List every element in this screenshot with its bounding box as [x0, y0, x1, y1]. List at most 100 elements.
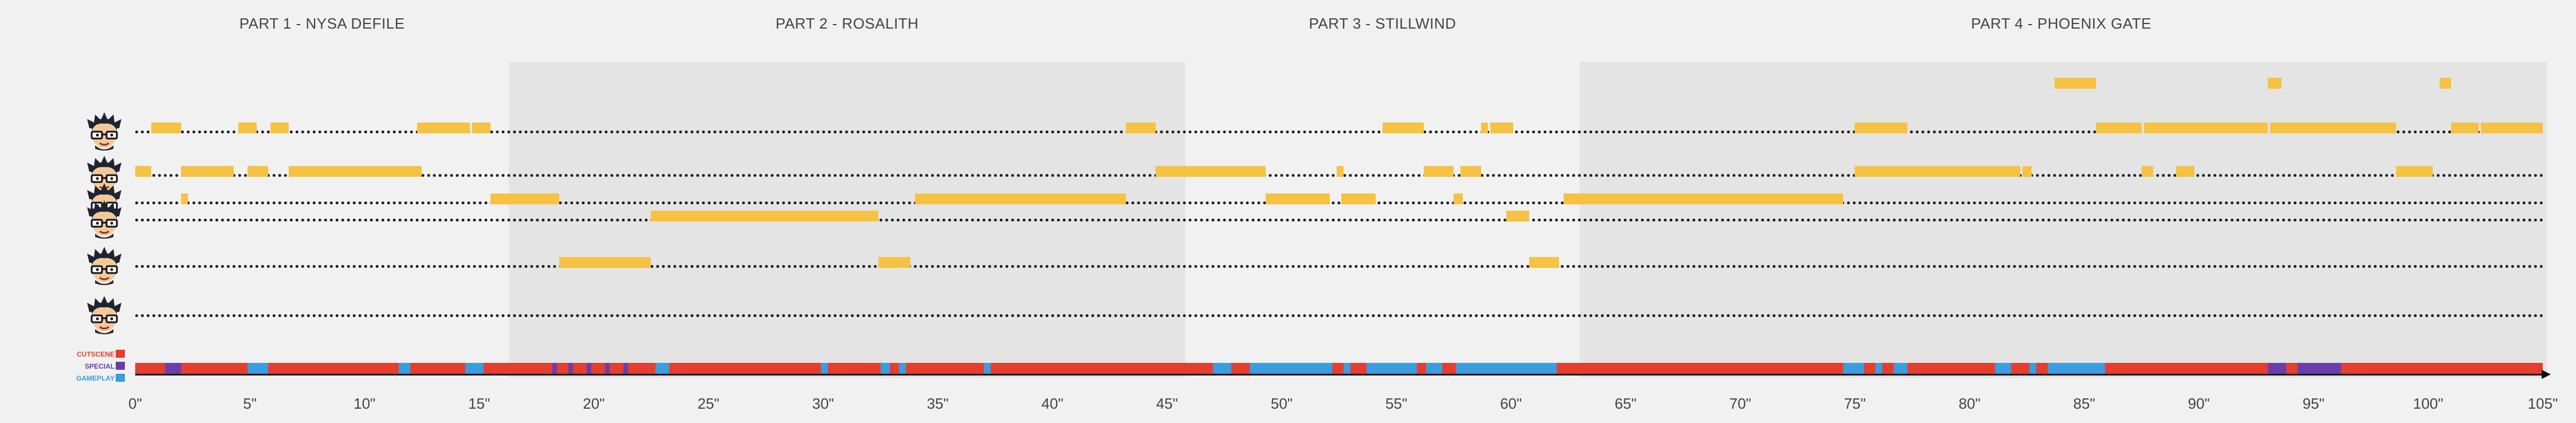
scene-bar: [2054, 77, 2096, 89]
strip-segment-gameplay: [1426, 363, 1443, 375]
strip-segment-gameplay: [1344, 363, 1350, 375]
axis-tick-label: 105": [2527, 395, 2558, 412]
strip-segment-special: [2267, 363, 2286, 375]
axis-tick-label: 40": [1041, 395, 1063, 412]
strip-segment-gameplay: [655, 363, 670, 375]
axis-tick-label: 60": [1500, 395, 1522, 412]
part-title: PART 4 - PHOENIX GATE: [1971, 15, 2152, 32]
part-title: PART 2 - ROSALITH: [775, 15, 919, 32]
track-line: [135, 131, 2545, 133]
axis-tick-label: 35": [926, 395, 949, 412]
strip-segment-gameplay: [898, 363, 906, 375]
scene-bar: [417, 165, 422, 177]
strip-segment-special: [165, 363, 182, 375]
scene-bar: [2143, 122, 2176, 133]
scene-bar: [914, 193, 1089, 204]
legend-label-special: SPECIAL: [84, 362, 115, 370]
legend-swatch-cutscene: [116, 350, 125, 358]
scene-bar: [135, 165, 151, 177]
scene-bar: [2269, 122, 2359, 133]
strip-segment-gameplay: [1875, 363, 1883, 375]
scene-bar: [151, 122, 172, 133]
scene-bar: [2176, 122, 2259, 133]
scene-bar: [1506, 210, 1530, 222]
scene-bar: [181, 193, 189, 204]
strip-cutscene-base: [135, 363, 2543, 375]
scene-bar: [1855, 122, 1908, 133]
legend-swatch-gameplay: [116, 374, 125, 382]
strip-segment-special: [2297, 363, 2341, 375]
scene-bar: [1155, 165, 1266, 177]
scene-bar: [289, 165, 418, 177]
strip-segment-gameplay: [1843, 363, 1864, 375]
axis-tick-label: 55": [1385, 395, 1408, 412]
strip-segment-gameplay: [1994, 363, 2011, 375]
axis-tick-label: 10": [354, 395, 376, 412]
scene-bar: [2022, 165, 2032, 177]
axis-tick-label: 70": [1729, 395, 1752, 412]
strip-segment-gameplay: [1894, 363, 1908, 375]
scene-bar: [1336, 165, 1344, 177]
axis-tick-label: 25": [697, 395, 720, 412]
axis-tick-label: 0": [128, 395, 142, 412]
scene-bar: [1089, 193, 1126, 204]
avatar-icon: [84, 111, 125, 152]
strip-segment-gameplay: [2029, 363, 2036, 375]
axis-tick-label: 75": [1844, 395, 1866, 412]
scene-bar: [1454, 193, 1463, 204]
scene-bar: [2359, 122, 2396, 133]
strip-segment-gameplay: [465, 363, 484, 375]
strip-segment-gameplay: [1366, 363, 1417, 375]
strip-segment-gameplay: [1249, 363, 1332, 375]
strip-segment-gameplay: [248, 363, 269, 375]
track-line: [135, 219, 2545, 222]
scene-bar: [1265, 193, 1330, 204]
scene-bar: [1907, 165, 2020, 177]
scene-bar: [1460, 165, 1482, 177]
axis-tick-label: 5": [243, 395, 257, 412]
axis-tick-label: 100": [2413, 395, 2444, 412]
strip-segment-gameplay: [1212, 363, 1231, 375]
scene-bar: [2258, 122, 2268, 133]
strip-segment-special: [605, 363, 610, 375]
scene-bar: [238, 122, 257, 133]
scene-bar: [270, 122, 289, 133]
strip-segment-gameplay: [983, 363, 991, 375]
scene-bar: [878, 256, 910, 268]
scene-bar: [1490, 122, 1514, 133]
scene-bar: [2176, 165, 2194, 177]
avatar-icon: [84, 155, 125, 196]
scene-bar: [559, 256, 651, 268]
scene-bar: [2439, 77, 2451, 89]
strip-segment-special: [587, 363, 592, 375]
axis-tick-label: 85": [2073, 395, 2095, 412]
strip-segment-gameplay: [820, 363, 828, 375]
axis-tick-label: 45": [1156, 395, 1178, 412]
scene-bar: [2095, 122, 2142, 133]
time-axis-line: [135, 374, 2543, 375]
strip-segment-gameplay: [880, 363, 890, 375]
part-title: PART 1 - NYSA DEFILE: [239, 15, 405, 32]
scene-bar: [1564, 193, 1844, 204]
legend-label-gameplay: GAMEPLAY: [76, 374, 115, 382]
scene-bar: [2480, 122, 2543, 133]
scene-bar: [1341, 193, 1376, 204]
axis-tick-label: 50": [1270, 395, 1293, 412]
strip-segment-special: [552, 363, 557, 375]
strip-segment-gameplay: [2047, 363, 2105, 375]
track-line: [135, 265, 2545, 268]
track-line: [135, 201, 2545, 204]
scene-bar: [2451, 122, 2479, 133]
scene-bar: [1383, 122, 1424, 133]
avatar-icon: [84, 295, 125, 336]
scene-bar: [1481, 122, 1489, 133]
time-axis-arrow-icon: [2542, 370, 2551, 379]
scene-bar: [1855, 165, 1908, 177]
scene-bar: [2141, 165, 2153, 177]
track-line: [135, 314, 2545, 317]
axis-tick-label: 30": [812, 395, 834, 412]
strip-segment-special: [568, 363, 574, 375]
axis-tick-label: 90": [2188, 395, 2210, 412]
strip-segment-gameplay: [399, 363, 411, 375]
